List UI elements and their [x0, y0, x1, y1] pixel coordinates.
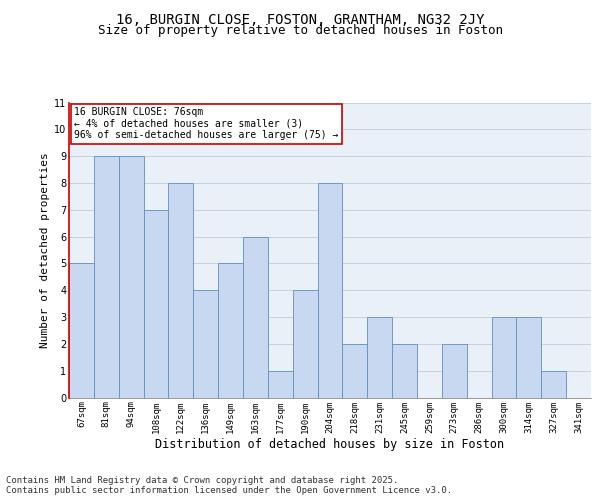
Bar [193, 290, 218, 398]
Bar [442, 344, 467, 398]
Y-axis label: Number of detached properties: Number of detached properties [40, 152, 50, 348]
Bar [94, 156, 119, 398]
Bar [119, 156, 143, 398]
Bar [143, 210, 169, 398]
X-axis label: Distribution of detached houses by size in Foston: Distribution of detached houses by size … [155, 438, 505, 451]
Bar [218, 264, 243, 398]
Text: 16 BURGIN CLOSE: 76sqm
← 4% of detached houses are smaller (3)
96% of semi-detac: 16 BURGIN CLOSE: 76sqm ← 4% of detached … [74, 107, 338, 140]
Bar [392, 344, 417, 398]
Bar [243, 236, 268, 398]
Bar [517, 317, 541, 398]
Bar [169, 183, 193, 398]
Text: Size of property relative to detached houses in Foston: Size of property relative to detached ho… [97, 24, 503, 37]
Bar [293, 290, 317, 398]
Bar [491, 317, 517, 398]
Bar [317, 183, 343, 398]
Bar [268, 370, 293, 398]
Bar [343, 344, 367, 398]
Bar [69, 264, 94, 398]
Text: 16, BURGIN CLOSE, FOSTON, GRANTHAM, NG32 2JY: 16, BURGIN CLOSE, FOSTON, GRANTHAM, NG32… [116, 12, 484, 26]
Bar [541, 370, 566, 398]
Text: Contains HM Land Registry data © Crown copyright and database right 2025.
Contai: Contains HM Land Registry data © Crown c… [6, 476, 452, 495]
Bar [367, 317, 392, 398]
